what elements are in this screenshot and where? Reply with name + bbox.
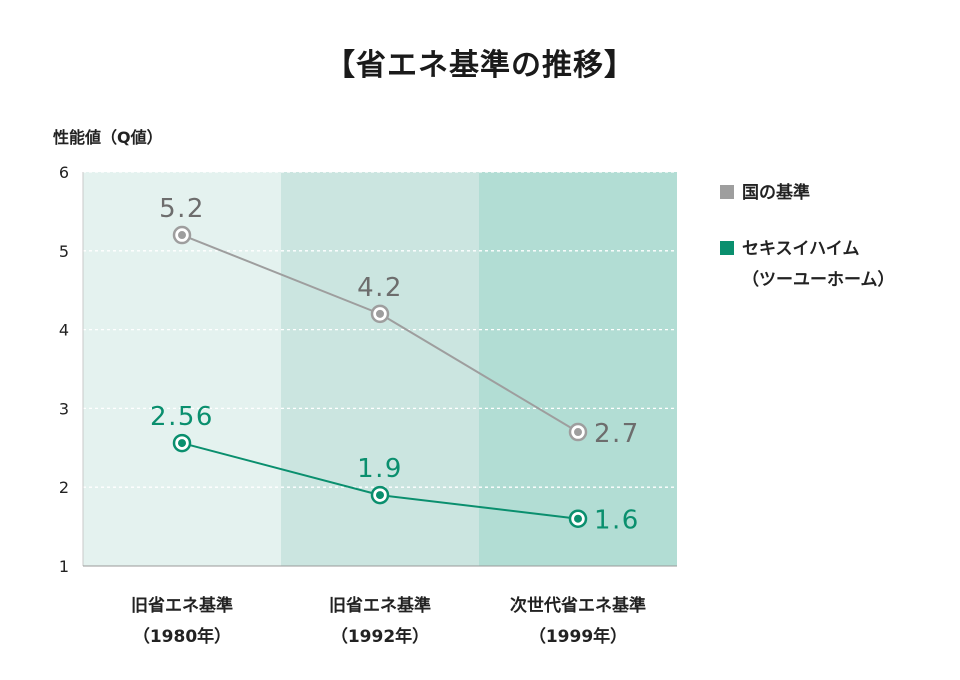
- x-tick-label-2: 旧省エネ基準: [329, 595, 431, 616]
- plot-band-2: [281, 172, 479, 566]
- x-tick-label-3: 次世代省エネ基準: [510, 595, 646, 616]
- legend-label-sekisui: セキスイハイム: [742, 239, 860, 259]
- data-label: 5.2: [159, 194, 205, 224]
- y-tick-label-2: 2: [59, 478, 69, 497]
- data-label: 2.56: [150, 402, 214, 432]
- legend-label-national: 国の基準: [742, 183, 810, 203]
- legend-label-sekisui-sub: （ツーユーホーム）: [742, 270, 895, 290]
- data-label: 1.9: [357, 454, 403, 484]
- x-tick-sublabel-3: （1999年）: [529, 626, 627, 647]
- data-label: 2.7: [594, 419, 640, 449]
- y-tick-label-5: 5: [59, 242, 69, 261]
- data-point: [574, 514, 582, 523]
- x-tick-sublabel-2: （1992年）: [331, 626, 429, 647]
- data-point: [178, 231, 186, 240]
- data-label: 1.6: [594, 506, 640, 536]
- data-point: [574, 428, 582, 437]
- y-tick-label-1: 1: [59, 557, 69, 576]
- plot-band-3: [479, 172, 677, 566]
- y-tick-label-4: 4: [59, 321, 69, 340]
- legend-swatch-national: [720, 185, 734, 199]
- x-tick-label-1: 旧省エネ基準: [131, 595, 233, 616]
- data-point: [376, 309, 384, 318]
- legend-item-national: 国の基準: [720, 178, 810, 203]
- x-tick-sublabel-1: （1980年）: [133, 626, 231, 647]
- data-point: [376, 491, 384, 500]
- chart-title: 【省エネ基準の推移】: [325, 48, 635, 83]
- y-axis-label: 性能値（Q値）: [53, 128, 163, 147]
- legend-item-sekisui: セキスイハイム （ツーユーホーム）: [720, 234, 895, 290]
- legend-swatch-sekisui: [720, 241, 734, 255]
- data-point: [178, 439, 186, 448]
- y-tick-label-3: 3: [59, 399, 69, 418]
- data-label: 4.2: [357, 273, 403, 303]
- y-tick-label-6: 6: [59, 163, 69, 182]
